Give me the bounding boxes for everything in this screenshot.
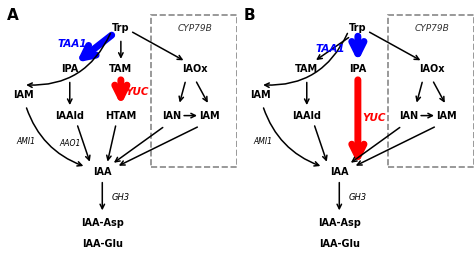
Bar [151,15,237,167]
Text: HTAM: HTAM [105,111,137,121]
Text: YUC: YUC [363,113,386,123]
Text: IAN: IAN [163,111,182,121]
Text: B: B [244,8,255,23]
Text: CYP79B: CYP79B [415,24,449,33]
Text: AMI1: AMI1 [16,137,35,146]
Text: A: A [7,8,19,23]
Text: IAA-Glu: IAA-Glu [82,239,123,249]
Text: Trp: Trp [112,23,130,33]
Text: TAM: TAM [109,64,132,74]
Text: IAM: IAM [13,90,34,100]
Text: IPA: IPA [61,64,78,74]
Text: IAA: IAA [93,167,111,177]
Text: IAOx: IAOx [182,64,208,74]
Text: GH3: GH3 [349,193,367,202]
Text: GH3: GH3 [112,193,130,202]
Text: IAAld: IAAld [292,111,321,121]
Text: IAOx: IAOx [419,64,445,74]
Bar [388,15,474,167]
Text: TAM: TAM [295,64,319,74]
Text: TAA1: TAA1 [57,39,87,49]
Text: IAA-Asp: IAA-Asp [318,219,361,228]
Text: IAM: IAM [250,90,271,100]
Text: YUC: YUC [126,88,149,97]
Text: IAA: IAA [330,167,348,177]
Text: IAA-Glu: IAA-Glu [319,239,360,249]
Text: CYP79B: CYP79B [178,24,212,33]
Text: IAN: IAN [400,111,419,121]
Text: IAA-Asp: IAA-Asp [81,219,124,228]
Text: TAA1: TAA1 [315,44,345,54]
Text: IAAld: IAAld [55,111,84,121]
Text: IAM: IAM [436,111,456,121]
Text: Trp: Trp [349,23,367,33]
Text: IPA: IPA [349,64,366,74]
Text: AMI1: AMI1 [253,137,272,146]
Text: AAO1: AAO1 [59,139,81,148]
Text: IAM: IAM [199,111,219,121]
